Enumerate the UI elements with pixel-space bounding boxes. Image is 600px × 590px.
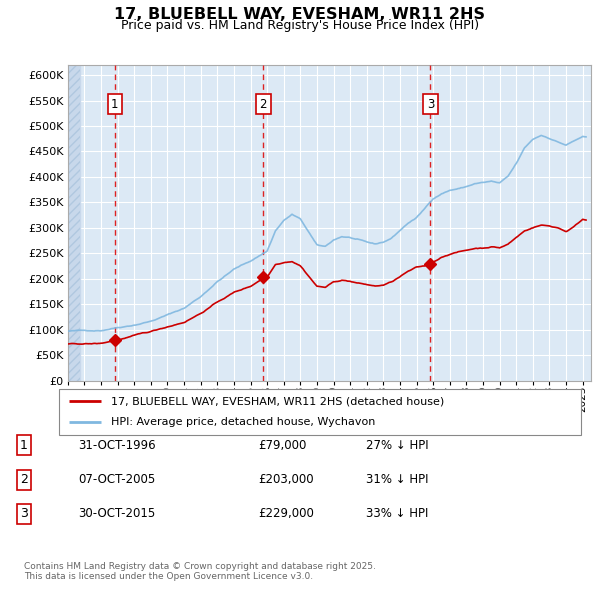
Text: 17, BLUEBELL WAY, EVESHAM, WR11 2HS: 17, BLUEBELL WAY, EVESHAM, WR11 2HS: [115, 7, 485, 22]
Text: £229,000: £229,000: [258, 507, 314, 520]
Text: 27% ↓ HPI: 27% ↓ HPI: [366, 439, 428, 452]
Text: 33% ↓ HPI: 33% ↓ HPI: [366, 507, 428, 520]
Text: 3: 3: [427, 98, 434, 111]
Text: 30-OCT-2015: 30-OCT-2015: [78, 507, 155, 520]
Text: 1: 1: [20, 439, 28, 452]
FancyBboxPatch shape: [59, 389, 581, 435]
Text: £203,000: £203,000: [258, 473, 314, 486]
Text: £79,000: £79,000: [258, 439, 307, 452]
Text: 31-OCT-1996: 31-OCT-1996: [78, 439, 155, 452]
Text: 17, BLUEBELL WAY, EVESHAM, WR11 2HS (detached house): 17, BLUEBELL WAY, EVESHAM, WR11 2HS (det…: [111, 396, 444, 407]
Text: 2: 2: [260, 98, 267, 111]
Bar: [68, 65, 80, 381]
Text: 07-OCT-2005: 07-OCT-2005: [78, 473, 155, 486]
Text: 3: 3: [20, 507, 28, 520]
Bar: [68, 65, 80, 381]
Text: 2: 2: [20, 473, 28, 486]
Text: 1: 1: [111, 98, 119, 111]
Text: 31% ↓ HPI: 31% ↓ HPI: [366, 473, 428, 486]
Text: Price paid vs. HM Land Registry's House Price Index (HPI): Price paid vs. HM Land Registry's House …: [121, 19, 479, 32]
Text: HPI: Average price, detached house, Wychavon: HPI: Average price, detached house, Wych…: [111, 417, 376, 427]
Text: Contains HM Land Registry data © Crown copyright and database right 2025.
This d: Contains HM Land Registry data © Crown c…: [24, 562, 376, 581]
